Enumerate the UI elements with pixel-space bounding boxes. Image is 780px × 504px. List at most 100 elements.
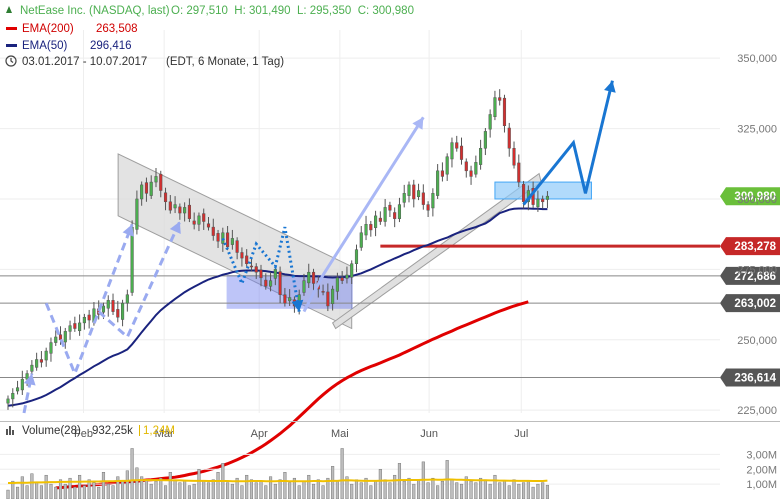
- candle: [483, 128, 487, 156]
- volume-bar: [144, 479, 149, 500]
- volume-bar: [498, 482, 502, 500]
- volume-bar: [25, 485, 29, 500]
- candle-body: [187, 204, 191, 219]
- candle-body: [488, 114, 492, 130]
- candle-body: [121, 302, 125, 320]
- legend-header: NetEase Inc. (NASDAQ, last) O: 297,510 H…: [5, 5, 414, 68]
- candle-body: [54, 336, 58, 343]
- candle: [416, 183, 421, 201]
- volume-bar: [264, 485, 268, 500]
- candle: [268, 272, 273, 292]
- candle-body: [402, 193, 406, 203]
- candle-body: [493, 97, 497, 117]
- candle: [512, 141, 516, 169]
- candle: [331, 285, 335, 311]
- candle: [78, 314, 82, 336]
- candle-body: [273, 269, 277, 279]
- candle-body: [364, 224, 368, 236]
- volume-avg-separator: [139, 425, 140, 436]
- breakout-arrow-line: [302, 116, 425, 313]
- candle: [140, 181, 144, 206]
- candle-body: [412, 184, 416, 200]
- candle-body: [226, 232, 230, 248]
- candle: [431, 188, 435, 217]
- volume-bar: [168, 472, 172, 500]
- y-tick-label: 325,000: [737, 124, 777, 136]
- price-label-text: 236,614: [734, 372, 776, 384]
- volume-bar: [354, 479, 359, 500]
- candle: [388, 201, 392, 217]
- volume-bar: [483, 479, 487, 500]
- candle-body: [350, 263, 354, 278]
- volume-bar: [149, 483, 153, 500]
- candle: [383, 198, 387, 227]
- candle-body: [512, 148, 516, 166]
- price-label-text: 263,002: [734, 298, 776, 310]
- volume-avg: 1,24M: [143, 425, 175, 437]
- candle-body: [311, 271, 316, 284]
- candle: [273, 265, 277, 286]
- volume-bar: [388, 482, 392, 500]
- candle: [464, 158, 468, 178]
- price-label-text: 283,278: [734, 241, 776, 253]
- volume-bar: [226, 482, 230, 500]
- candle: [455, 135, 459, 152]
- volume-bar: [374, 480, 378, 500]
- volume-bar: [531, 486, 535, 500]
- volume-bar: [393, 474, 397, 500]
- candle-body: [206, 223, 211, 228]
- volume-bar: [283, 472, 287, 500]
- volume-bar: [73, 486, 77, 500]
- volume-bar: [273, 483, 277, 500]
- volume-bar: [49, 483, 53, 500]
- volume-bar: [440, 480, 444, 500]
- x-tick-label: Mär: [155, 428, 174, 440]
- volume-bar: [187, 485, 191, 500]
- candle-body: [436, 170, 440, 196]
- candle: [20, 370, 24, 395]
- candle: [49, 337, 53, 362]
- ema50-value: 296,416: [90, 40, 132, 52]
- candle-body: [469, 170, 473, 177]
- candle-body: [82, 317, 86, 324]
- volume-bar: [474, 482, 478, 500]
- candle-body: [183, 207, 187, 214]
- volume-legend: Volume(28) 932,25k 1,24M: [0, 421, 780, 437]
- candle-body: [202, 213, 206, 222]
- candle-body: [369, 224, 373, 231]
- candle: [216, 229, 220, 248]
- candle-body: [445, 156, 449, 175]
- ohlc-values: O: 297,510 H: 301,490 L: 295,350 C: 300,…: [171, 5, 414, 17]
- candle: [264, 273, 268, 290]
- volume-bar: [78, 474, 82, 500]
- volume-bar: [479, 477, 483, 500]
- y-tick-label: 250,000: [737, 335, 777, 347]
- volume-bar: [469, 480, 473, 500]
- dashed-arrow-1-head: [23, 373, 36, 386]
- candle-body: [498, 97, 502, 101]
- volume-bar: [402, 480, 406, 500]
- volume-bar: [522, 482, 526, 500]
- candle: [6, 395, 10, 410]
- annotations: [22, 80, 616, 414]
- x-tick-label: Mai: [331, 428, 349, 440]
- candle-body: [479, 148, 483, 165]
- candle-body: [168, 201, 172, 211]
- volume-bar: [154, 480, 158, 500]
- volume-bar: [426, 482, 430, 500]
- candle-body: [354, 249, 359, 264]
- candle-body: [130, 226, 134, 293]
- candle-body: [163, 192, 168, 203]
- candle: [335, 272, 339, 300]
- volume-bar: [311, 483, 316, 500]
- volume-bar: [459, 483, 464, 500]
- volume-bar: [63, 483, 67, 500]
- volume-bar: [502, 480, 507, 500]
- candle-body: [307, 271, 311, 284]
- candle-body: [278, 271, 282, 295]
- candle-body: [135, 198, 139, 230]
- volume-bar: [130, 448, 134, 500]
- ema50-path: [7, 207, 548, 407]
- candle: [541, 195, 545, 209]
